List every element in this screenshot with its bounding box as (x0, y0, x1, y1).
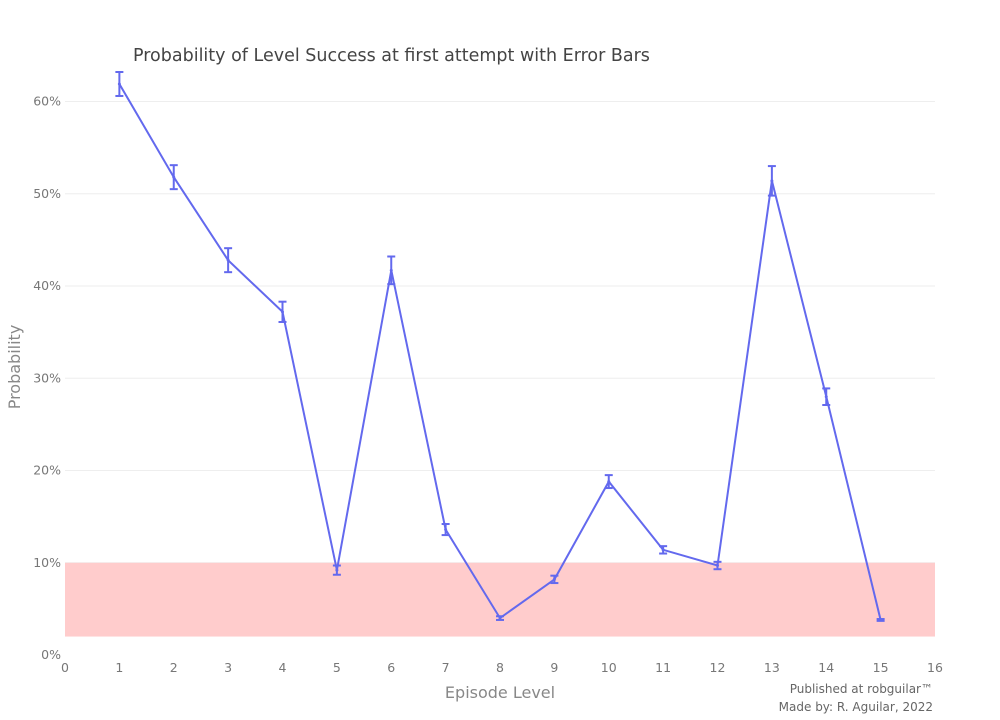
data-point (281, 310, 284, 314)
x-axis-ticks: 0 1 2 3 4 5 6 7 8 9 10 11 12 13 14 15 16 (61, 660, 943, 675)
y-tick-label: 60% (33, 94, 61, 109)
data-point (607, 480, 611, 484)
x-tick-label: 4 (279, 660, 287, 675)
x-tick-label: 5 (333, 660, 341, 675)
data-points (117, 82, 883, 622)
x-tick-label: 3 (224, 660, 232, 675)
error-bars (115, 70, 885, 622)
data-point (117, 82, 121, 86)
data-point (552, 577, 556, 581)
data-point (824, 395, 828, 399)
x-axis-title: Episode Level (445, 683, 555, 702)
y-axis-title: Probability (5, 325, 24, 410)
data-point (444, 528, 448, 532)
data-point (716, 564, 719, 568)
x-tick-label: 9 (550, 660, 558, 675)
x-tick-label: 13 (764, 660, 780, 675)
data-point (172, 175, 176, 179)
low-probability-band (65, 562, 935, 637)
x-tick-label: 6 (387, 660, 395, 675)
data-point (389, 268, 393, 272)
credit-author: Made by: R. Aguilar, 2022 (779, 700, 933, 714)
y-tick-label: 10% (33, 555, 61, 570)
series-line (118, 83, 882, 621)
x-tick-label: 14 (818, 660, 834, 675)
y-tick-label: 0% (41, 647, 61, 662)
data-point (226, 258, 230, 262)
y-tick-label: 30% (33, 370, 61, 385)
data-point (661, 548, 665, 552)
data-point (498, 616, 502, 620)
x-tick-label: 16 (927, 660, 943, 675)
chart-title: Probability of Level Success at first at… (133, 46, 650, 66)
x-tick-label: 2 (170, 660, 178, 675)
x-tick-label: 0 (61, 660, 69, 675)
data-point (770, 179, 774, 183)
y-tick-label: 40% (33, 278, 61, 293)
data-point (335, 568, 339, 572)
credit-published: Published at robguilar™ (790, 682, 933, 696)
y-axis-ticks: 0% 10% 20% 30% 40% 50% 60% (33, 94, 61, 662)
y-tick-label: 50% (33, 186, 61, 201)
data-point (879, 618, 883, 622)
x-tick-label: 1 (115, 660, 123, 675)
x-tick-label: 7 (442, 660, 450, 675)
x-tick-label: 11 (655, 660, 671, 675)
x-tick-label: 12 (710, 660, 726, 675)
x-tick-label: 15 (873, 660, 889, 675)
gridlines (65, 101, 935, 564)
x-tick-label: 10 (601, 660, 617, 675)
y-tick-label: 20% (33, 463, 61, 478)
x-tick-label: 8 (496, 660, 504, 675)
